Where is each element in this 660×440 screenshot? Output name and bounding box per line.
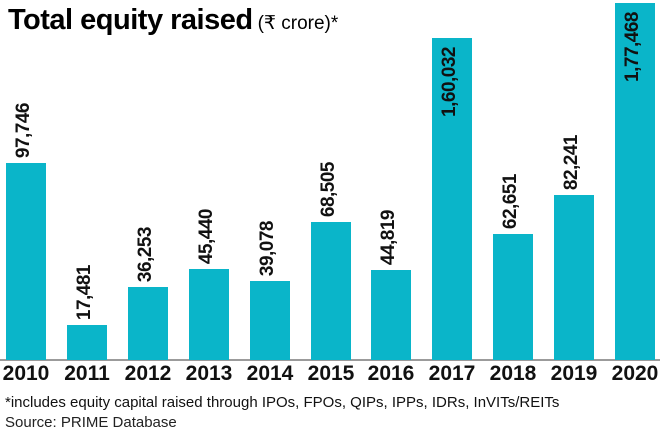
x-axis-label: 2017: [428, 362, 476, 385]
bar: [554, 195, 594, 360]
source: Source: PRIME Database: [5, 414, 177, 431]
bar-value-label: 97,746: [13, 102, 34, 158]
chart-title-main: Total equity raised: [8, 4, 253, 36]
x-axis-label: 2018: [489, 362, 537, 385]
bar-value-label: 39,078: [257, 220, 278, 276]
x-axis-label: 2020: [611, 362, 659, 385]
bar-value-label: 1,60,032: [439, 47, 460, 117]
x-axis-label: 2015: [307, 362, 355, 385]
bar: [615, 3, 655, 360]
x-axis-label: 2013: [185, 362, 233, 385]
bar: [432, 38, 472, 360]
bar: [6, 163, 46, 360]
x-axis-label: 2012: [124, 362, 172, 385]
x-axis-label: 2019: [550, 362, 598, 385]
bar: [311, 222, 351, 360]
bar-value-label: 82,241: [561, 134, 582, 190]
x-axis-label: 2010: [2, 362, 50, 385]
bar-value-label: 44,819: [378, 209, 399, 265]
x-axis-label: 2011: [64, 362, 110, 385]
bar: [128, 287, 168, 360]
bar: [250, 281, 290, 360]
bar-value-label: 45,440: [196, 208, 217, 264]
bar: [67, 325, 107, 360]
bar-value-label: 1,77,468: [622, 12, 643, 82]
bar-value-label: 36,253: [135, 226, 156, 282]
x-axis-label: 2014: [246, 362, 294, 385]
bar: [371, 270, 411, 360]
bar-value-label: 62,651: [500, 173, 521, 229]
footnote: *includes equity capital raised through …: [5, 394, 560, 411]
bar: [189, 269, 229, 360]
bar: [493, 234, 533, 360]
bar-value-label: 68,505: [318, 161, 339, 217]
x-axis-line: [0, 359, 660, 361]
chart-title-unit: (₹ crore)*: [257, 13, 339, 34]
x-axis-label: 2016: [367, 362, 415, 385]
chart-title: Total equity raised (₹ crore)*: [8, 0, 338, 44]
bar-value-label: 17,481: [74, 264, 95, 320]
